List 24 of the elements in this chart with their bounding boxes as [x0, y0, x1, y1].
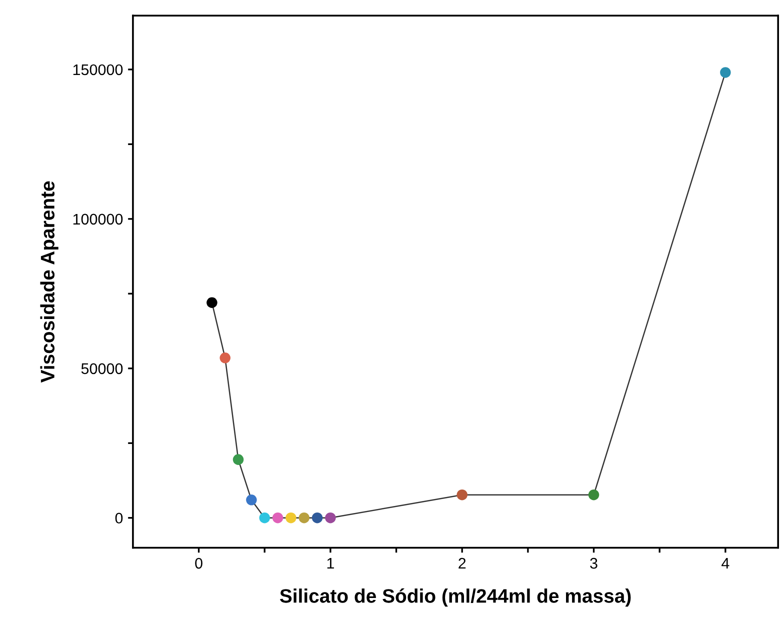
- point: [232, 454, 244, 465]
- point: [325, 512, 336, 524]
- y-tick-label: 100000: [73, 214, 123, 225]
- y-axis-title: Viscosidade Aparente: [40, 181, 58, 383]
- x-tick-label: 4: [722, 558, 730, 569]
- y-tick-label: 0: [115, 512, 123, 524]
- x-axis-title: Silicato de Sódio (ml/244ml de massa): [280, 588, 631, 607]
- point: [312, 512, 323, 524]
- point: [246, 494, 257, 506]
- point: [259, 512, 270, 524]
- point: [272, 512, 284, 524]
- point: [588, 489, 600, 500]
- x-tick-label: 2: [458, 558, 466, 569]
- y-tick-label: 150000: [73, 64, 123, 76]
- point: [456, 489, 468, 500]
- point: [220, 352, 230, 364]
- x-tick-label: 0: [195, 558, 202, 569]
- point: [206, 297, 218, 308]
- point: [720, 67, 731, 78]
- x-tick-label: 3: [590, 558, 598, 569]
- point: [286, 512, 296, 524]
- y-tick-label: 50000: [81, 363, 123, 374]
- x-tick-label: 1: [327, 558, 334, 569]
- point: [298, 512, 310, 524]
